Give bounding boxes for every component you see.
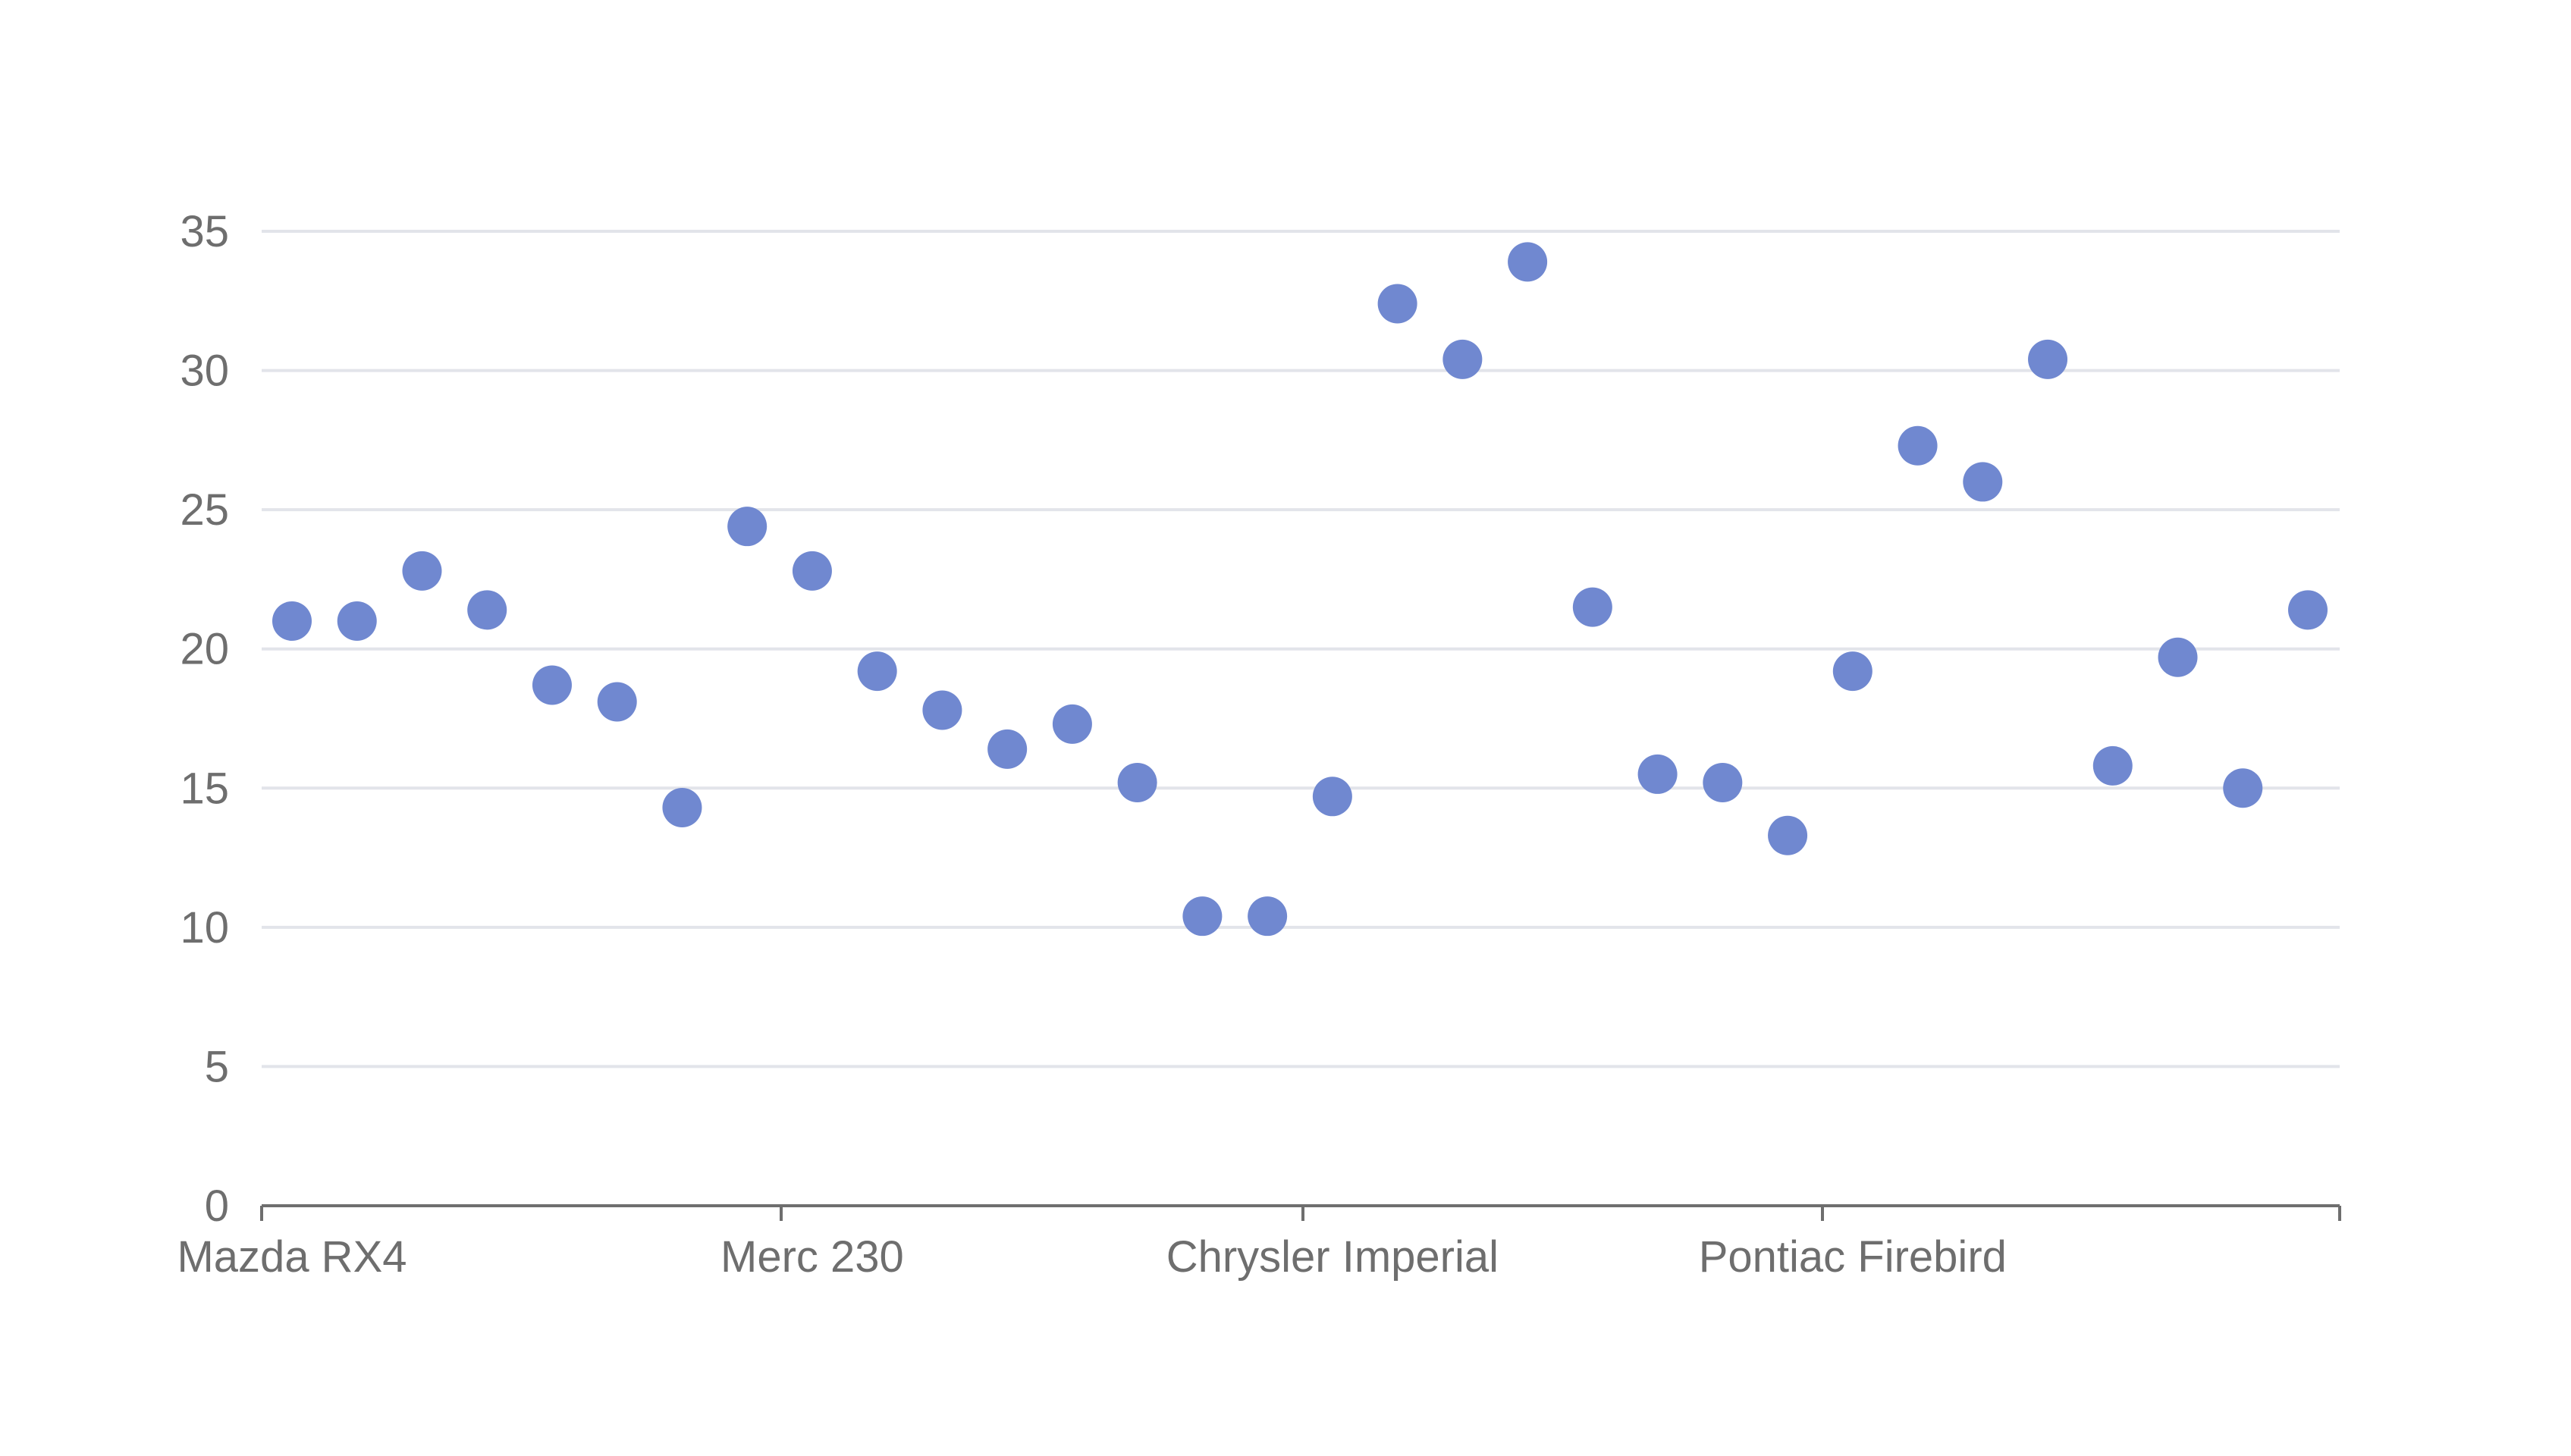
data-point	[532, 665, 572, 705]
x-tick-label: Chrysler Imperial	[1166, 1232, 1499, 1282]
x-axis-tick-labels: Mazda RX4 Merc 230 Chrysler Imperial Pontia…	[177, 1232, 2006, 1282]
data-point	[1182, 896, 1223, 937]
y-tick-label: 0	[205, 1181, 229, 1231]
y-tick-label: 15	[180, 764, 229, 813]
data-point	[1508, 242, 1548, 282]
data-point	[2158, 637, 2198, 677]
data-point	[857, 651, 897, 692]
data-point	[1898, 425, 1938, 466]
x-tick-label: Mazda RX4	[177, 1232, 407, 1282]
data-point	[597, 682, 637, 722]
y-tick-label: 25	[180, 485, 229, 535]
x-tick-label: Pontiac Firebird	[1699, 1232, 2007, 1282]
y-axis-tick-labels: 0 5 10 15 20 25 30 35	[180, 207, 229, 1231]
gridlines	[262, 230, 2340, 1068]
data-point	[1832, 651, 1873, 692]
data-point	[1117, 762, 1157, 802]
y-tick-label: 35	[180, 207, 229, 256]
data-point	[402, 551, 442, 591]
data-point	[922, 690, 962, 730]
data-point	[1377, 284, 1417, 324]
data-point	[1248, 896, 1288, 937]
data-point	[1312, 777, 1352, 817]
data-point	[467, 590, 507, 630]
data-point	[1637, 754, 1678, 794]
data-point	[792, 551, 832, 591]
data-point	[1572, 587, 1612, 627]
data-point	[337, 601, 377, 641]
y-tick-label: 5	[205, 1042, 229, 1091]
data-point	[1442, 339, 1483, 379]
data-point	[2288, 590, 2328, 630]
data-point	[1963, 462, 2003, 502]
data-point	[1703, 762, 1743, 802]
x-axis	[260, 1204, 2341, 1221]
y-tick-label: 10	[180, 903, 229, 952]
x-tick-label: Merc 230	[720, 1232, 904, 1282]
y-tick-label: 30	[180, 347, 229, 396]
data-point	[2223, 768, 2263, 808]
data-point	[987, 729, 1028, 769]
data-point	[2028, 339, 2068, 379]
data-point	[727, 507, 768, 547]
data-point	[662, 787, 702, 827]
data-points	[272, 242, 2328, 937]
data-point	[1052, 704, 1092, 744]
data-point	[2092, 745, 2133, 786]
data-point	[272, 601, 312, 641]
data-point	[1768, 815, 1808, 855]
y-tick-label: 20	[180, 625, 229, 674]
